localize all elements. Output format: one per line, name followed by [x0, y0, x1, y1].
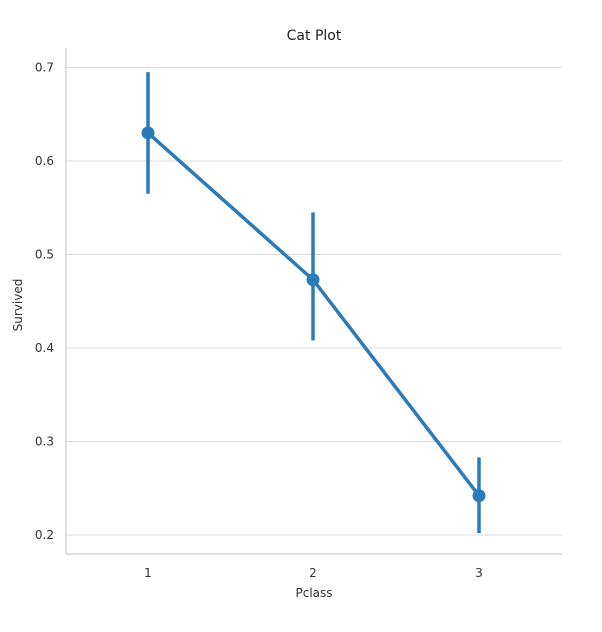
y-tick-label: 0.7: [35, 61, 54, 75]
y-tick-label: 0.4: [35, 341, 54, 355]
x-tick-label: 3: [475, 566, 483, 580]
y-tick-label: 0.6: [35, 154, 54, 168]
x-tick-label: 1: [144, 566, 152, 580]
x-axis-label: Pclass: [295, 586, 332, 600]
data-point: [306, 273, 320, 287]
y-tick-label: 0.3: [35, 435, 54, 449]
y-tick-label: 0.2: [35, 528, 54, 542]
series-marks: [141, 72, 486, 534]
y-axis-ticks: 0.2 0.3 0.4 0.5 0.6 0.7: [35, 61, 54, 543]
data-point: [472, 489, 486, 503]
y-tick-label: 0.5: [35, 248, 54, 262]
chart-title: Cat Plot: [287, 28, 342, 44]
y-axis-label: Survived: [11, 279, 25, 332]
data-point: [141, 126, 155, 140]
x-tick-label: 2: [309, 566, 317, 580]
x-axis-ticks: 1 2 3: [144, 566, 483, 580]
